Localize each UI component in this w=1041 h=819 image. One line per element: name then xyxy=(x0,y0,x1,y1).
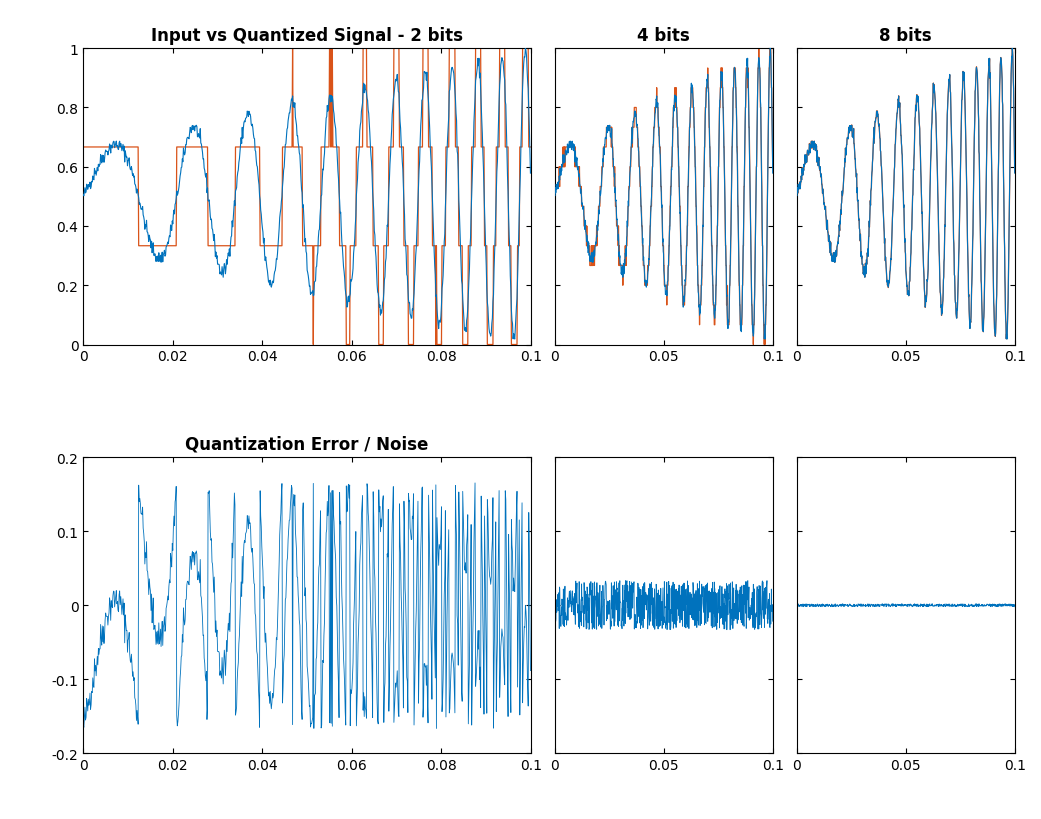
Title: 4 bits: 4 bits xyxy=(637,27,690,45)
Title: Input vs Quantized Signal - 2 bits: Input vs Quantized Signal - 2 bits xyxy=(151,27,463,45)
Title: Quantization Error / Noise: Quantization Error / Noise xyxy=(185,435,429,453)
Title: 8 bits: 8 bits xyxy=(880,27,932,45)
